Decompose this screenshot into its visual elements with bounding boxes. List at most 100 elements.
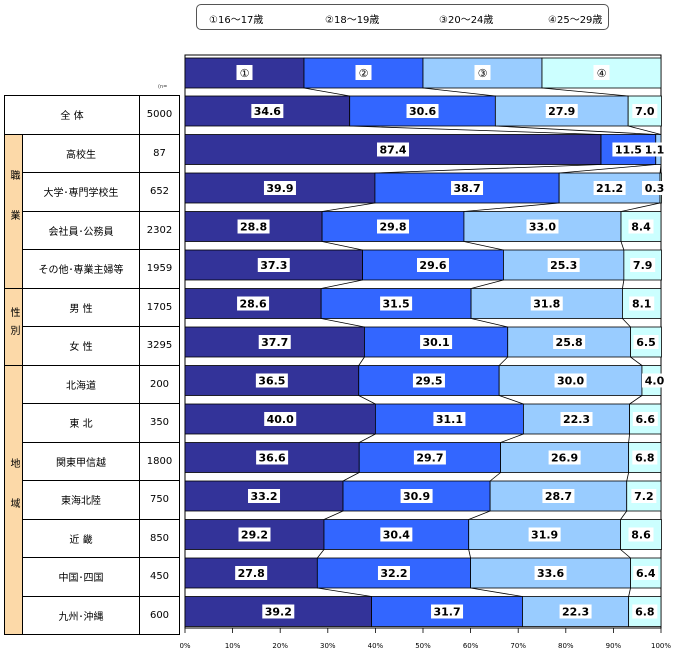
data-label: 27.8 xyxy=(238,567,265,580)
connector-line xyxy=(626,472,630,482)
x-tick-label: 90% xyxy=(606,642,622,650)
data-label: 30.1 xyxy=(423,336,450,349)
legend-item-4: ④25～29歳 xyxy=(548,15,603,26)
data-label: 29.8 xyxy=(379,221,406,234)
legend: ①16～17歳 ②18～19歳 ③20～24歳 ④25～29歳 xyxy=(196,4,609,30)
data-label-bg xyxy=(433,412,466,426)
group-label: 職業 xyxy=(4,133,23,289)
data-label: 7.2 xyxy=(634,490,654,503)
data-label-bg xyxy=(629,296,655,311)
row-name: 北海道 xyxy=(22,364,140,404)
data-label: 36.6 xyxy=(259,452,286,465)
data-label: 22.3 xyxy=(562,606,589,619)
data-label-bg xyxy=(534,566,567,580)
data-label-bg xyxy=(264,412,297,426)
data-label: 39.9 xyxy=(266,182,293,195)
connector-line xyxy=(317,549,325,559)
data-label-bg xyxy=(642,142,667,157)
row-sample-size: 652 xyxy=(139,172,180,212)
data-label: 28.8 xyxy=(240,221,267,234)
data-label-bg xyxy=(251,104,284,118)
data-label: 0.3 xyxy=(645,182,665,195)
connector-line xyxy=(322,241,363,251)
category-row: 女 性 3295 xyxy=(5,326,180,366)
data-label: 37.7 xyxy=(261,336,288,349)
data-label: 30.4 xyxy=(383,529,410,542)
data-label-bg xyxy=(451,181,484,195)
data-label-bg xyxy=(256,450,289,465)
data-label-bg xyxy=(377,219,410,234)
sample-size-header: (n= xyxy=(158,84,168,90)
connector-line xyxy=(620,549,631,559)
data-label-bg xyxy=(642,373,667,388)
data-label-bg xyxy=(413,450,446,465)
data-label: 8.1 xyxy=(632,298,652,311)
connector-line xyxy=(620,202,661,212)
row-sample-size: 750 xyxy=(139,480,180,520)
data-label: 6.8 xyxy=(635,452,655,465)
bar-segment xyxy=(342,480,491,512)
row-name: 高校生 xyxy=(22,133,140,173)
group-label: 性別 xyxy=(4,287,23,366)
x-tick-label: 100% xyxy=(651,642,671,650)
connector-line xyxy=(470,587,523,597)
connector-line xyxy=(659,164,662,174)
row-name: 男 性 xyxy=(22,287,140,327)
header-label-bg xyxy=(474,65,491,80)
data-label-bg xyxy=(238,527,271,542)
data-label-bg xyxy=(632,104,658,118)
x-tick-label: 30% xyxy=(320,642,336,650)
data-label-bg xyxy=(262,604,295,619)
data-label: 36.5 xyxy=(258,375,285,388)
data-label-bg xyxy=(377,142,410,157)
x-tick-label: 40% xyxy=(368,642,384,650)
header-label: ① xyxy=(240,67,250,80)
data-label-bg xyxy=(612,142,645,157)
data-label: 7.0 xyxy=(635,105,655,118)
connector-line xyxy=(559,164,656,174)
row-name: 会社員･公務員 xyxy=(22,210,140,250)
data-label-bg xyxy=(400,489,433,503)
data-label-bg xyxy=(542,489,575,503)
data-label-bg xyxy=(559,604,592,619)
data-label: 28.6 xyxy=(239,298,266,311)
connector-line xyxy=(628,587,631,597)
data-label-bg xyxy=(412,373,445,388)
category-row: 東海北陸 750 xyxy=(5,480,180,520)
data-label-bg xyxy=(632,450,658,465)
connector-line xyxy=(321,279,363,289)
data-label-bg xyxy=(632,412,658,426)
connector-line xyxy=(303,87,350,97)
connector-line xyxy=(498,356,509,366)
connector-line xyxy=(323,510,344,520)
data-label: 33.2 xyxy=(250,490,277,503)
data-label: 37.3 xyxy=(260,259,287,272)
bar-segment xyxy=(503,249,625,281)
connector-line xyxy=(358,395,376,405)
row-name: 女 性 xyxy=(22,326,140,366)
connector-line xyxy=(349,125,602,135)
x-tick-label: 50% xyxy=(415,642,431,650)
data-label-bg xyxy=(633,335,659,349)
connector-line xyxy=(541,87,629,97)
data-label: 29.2 xyxy=(241,529,268,542)
data-label-bg xyxy=(420,335,453,349)
data-label-bg xyxy=(560,412,593,426)
data-label: 7.9 xyxy=(633,259,653,272)
data-label-bg xyxy=(548,450,581,465)
data-label: 34.6 xyxy=(254,105,281,118)
data-label-bg xyxy=(632,604,658,619)
connector-line xyxy=(322,202,375,212)
header-label-bg xyxy=(593,65,610,80)
data-label: 25.3 xyxy=(550,259,577,272)
category-row: 近 畿 850 xyxy=(5,518,180,558)
connector-line xyxy=(463,241,504,251)
category-row: 会社員･公務員 2302 xyxy=(5,210,180,250)
legend-item-2: ②18～19歳 xyxy=(325,15,380,26)
x-tick-label: 20% xyxy=(272,642,288,650)
connector-line xyxy=(374,164,602,174)
data-label-bg xyxy=(237,296,270,311)
connector-line xyxy=(622,318,631,328)
data-label-bg xyxy=(406,104,439,118)
